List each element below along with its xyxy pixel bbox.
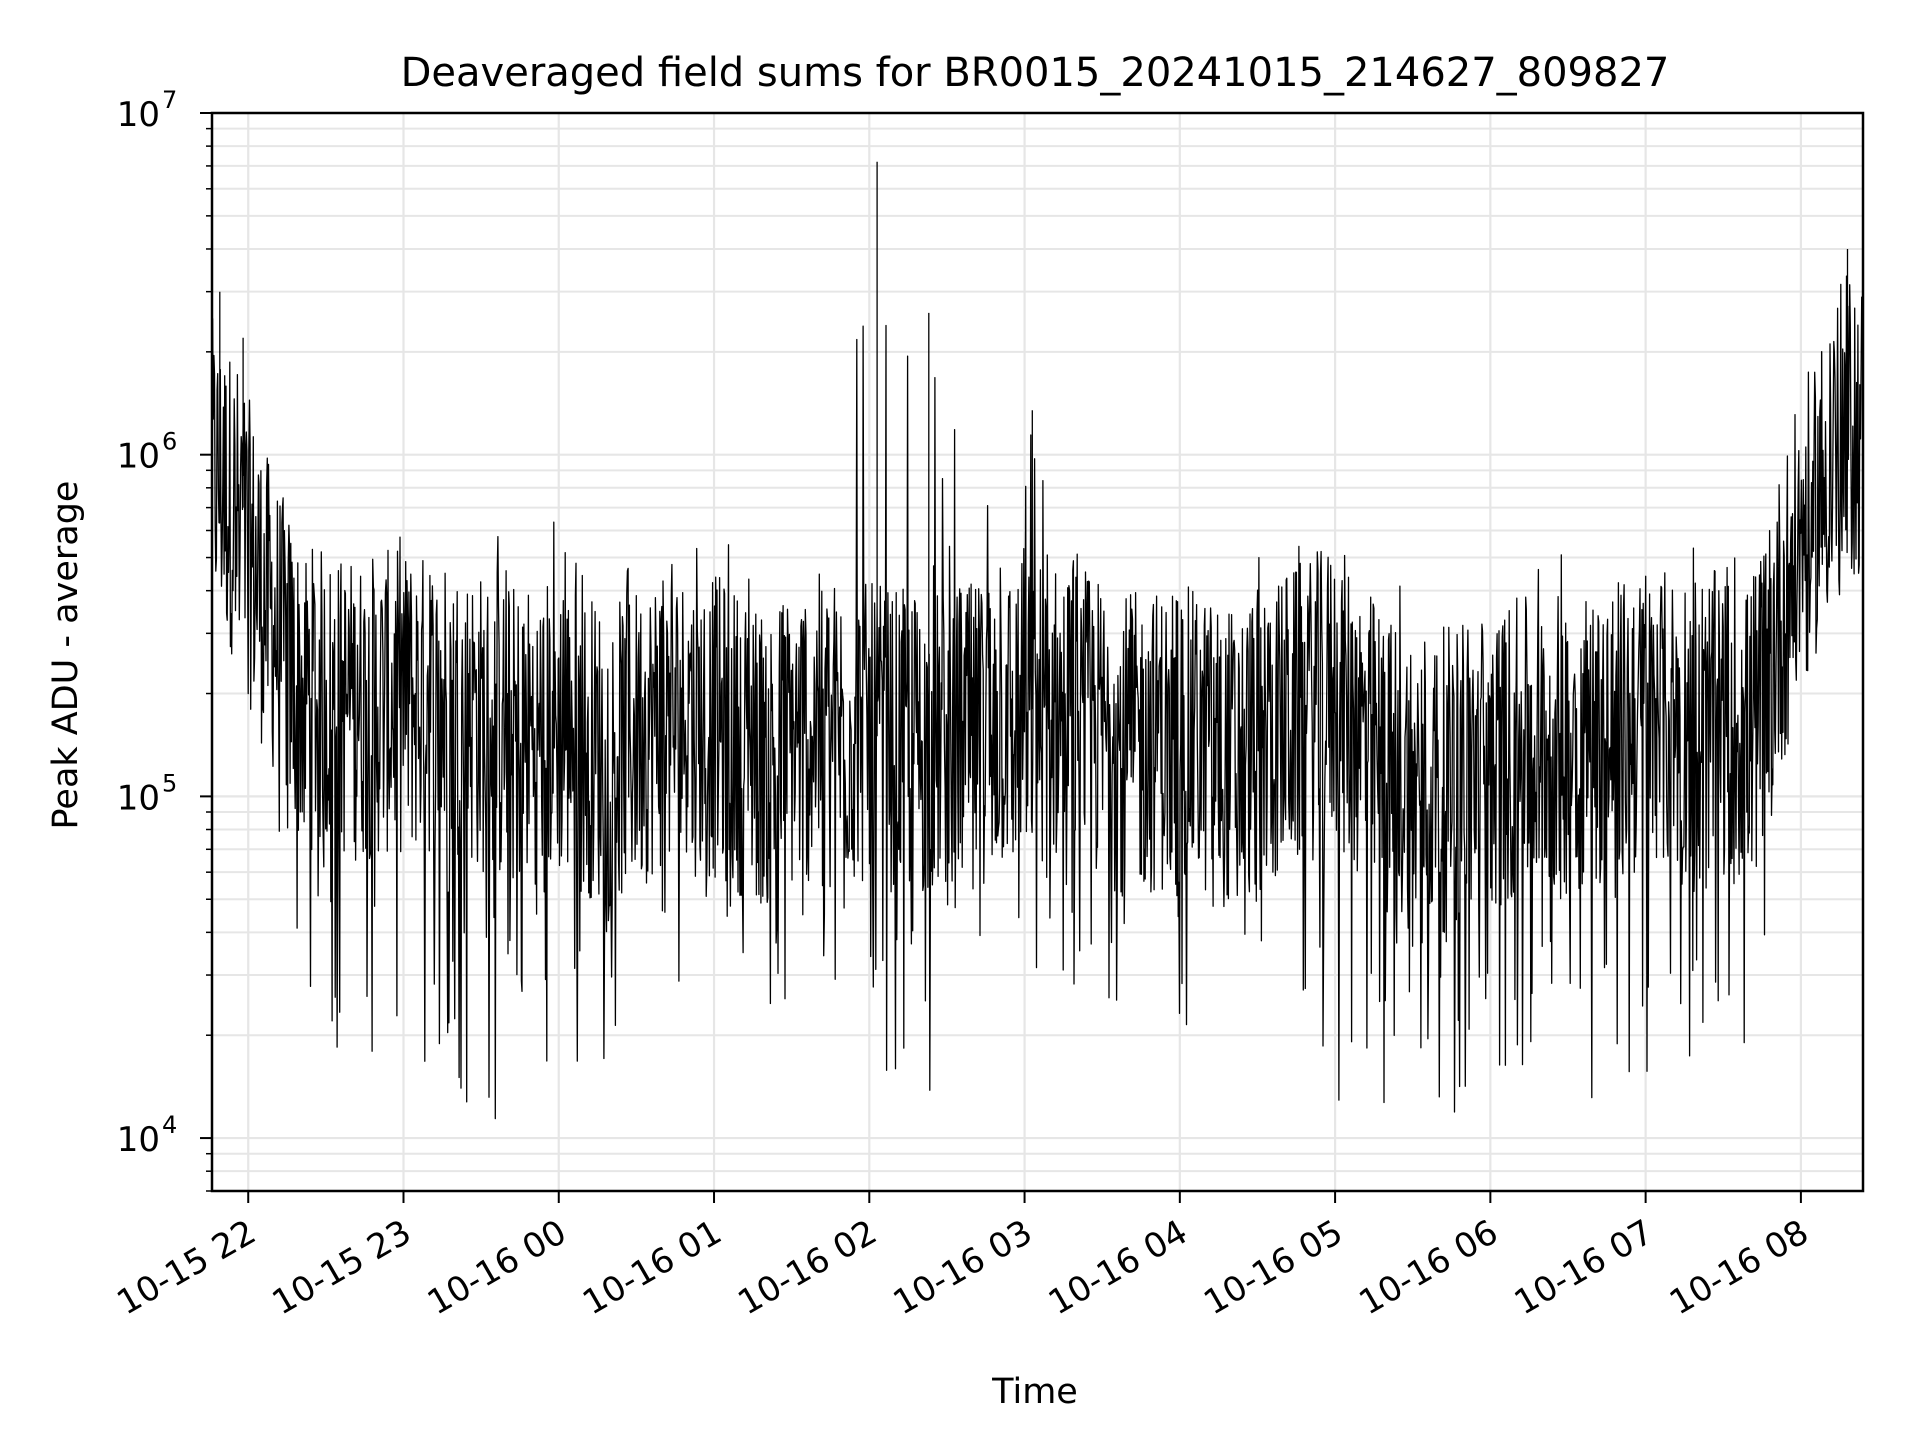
y-tick-label: 10 [117, 437, 160, 477]
y-tick-label: 10 [117, 1120, 160, 1160]
x-axis-label: Time [991, 1372, 1078, 1412]
series-line [211, 161, 1864, 1120]
plot-frame [210, 111, 1865, 1193]
y-tick-label-exponent: 5 [162, 769, 177, 797]
y-axis-label: Peak ADU - average [46, 481, 86, 830]
y-tick-label-exponent: 4 [162, 1111, 177, 1139]
y-tick-label-exponent: 6 [162, 428, 177, 456]
y-tick-label: 10 [117, 95, 160, 135]
chart-title: Deaveraged field sums for BR0015_2024101… [401, 50, 1670, 96]
series-layer [211, 161, 1864, 1120]
y-tick-label-exponent: 7 [162, 86, 177, 114]
y-tick-label: 10 [117, 778, 160, 818]
